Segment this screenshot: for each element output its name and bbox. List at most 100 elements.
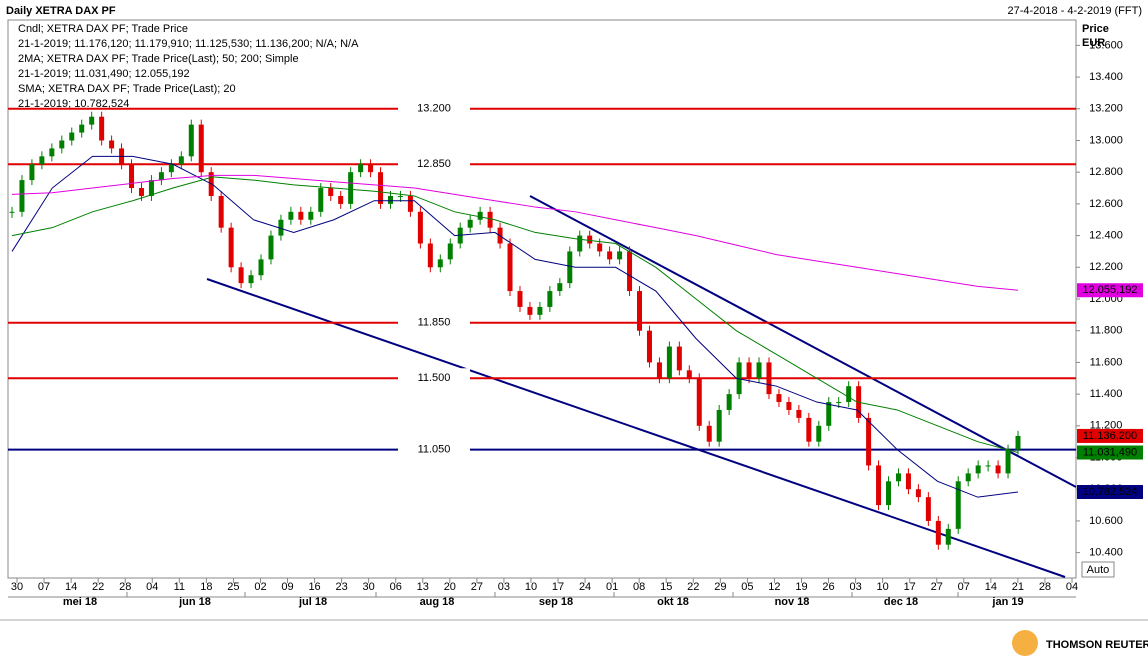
x-tick-label: 04 [1066, 581, 1078, 593]
candle [158, 172, 164, 181]
candle [567, 251, 573, 284]
month-label: dec 18 [884, 596, 918, 608]
candle [378, 172, 384, 204]
candle [726, 394, 732, 410]
x-tick-label: 09 [281, 581, 293, 593]
candle [39, 156, 45, 165]
candle [318, 188, 324, 212]
candle [447, 243, 453, 260]
candle [328, 188, 334, 196]
candle [228, 227, 234, 268]
x-tick-label: 10 [525, 581, 537, 593]
legend-entry: 2MA; XETRA DAX PF; Trade Price(Last); 50… [18, 53, 299, 65]
candle [129, 164, 135, 189]
candle [766, 362, 772, 395]
candle [238, 267, 244, 284]
candle [148, 180, 154, 196]
x-tick-label: 01 [606, 581, 618, 593]
candle [407, 195, 413, 212]
candle [945, 528, 951, 545]
candle [467, 219, 473, 228]
candle [168, 164, 174, 173]
candle [985, 465, 991, 467]
legend-entry: SMA; XETRA DAX PF; Trade Price(Last); 20 [18, 83, 236, 95]
x-tick-label: 17 [904, 581, 916, 593]
x-tick-label: 30 [11, 581, 23, 593]
candle [348, 172, 354, 204]
candle [756, 362, 762, 379]
candle [188, 124, 194, 157]
y-tick-label: 10.400 [1089, 547, 1123, 559]
candle [368, 164, 374, 173]
x-tick-label: 27 [931, 581, 943, 593]
candle [517, 291, 523, 307]
candle [646, 330, 652, 363]
candle [527, 306, 533, 315]
candle [587, 235, 593, 244]
month-label: jan 19 [991, 596, 1023, 608]
month-label: okt 18 [657, 596, 689, 608]
y-tick-label: 12.600 [1089, 198, 1123, 210]
moving-average [11, 176, 1019, 454]
candle [487, 211, 493, 228]
candle [387, 195, 393, 204]
chart-title: Daily XETRA DAX PF [6, 5, 116, 17]
candle [965, 473, 971, 482]
auto-button[interactable] [1081, 561, 1115, 578]
candle [557, 283, 563, 292]
candle [417, 211, 423, 244]
x-tick-label: 28 [1039, 581, 1051, 593]
y-tick-label: 13.000 [1089, 134, 1123, 146]
candle [138, 188, 144, 196]
x-tick-label: 06 [390, 581, 402, 593]
candle [29, 164, 35, 181]
x-tick-label: 30 [363, 581, 375, 593]
x-tick-label: 17 [552, 581, 564, 593]
value-box [1077, 484, 1143, 499]
x-tick-label: 07 [958, 581, 970, 593]
y-tick-label: 11.400 [1090, 388, 1123, 400]
candle [268, 235, 274, 260]
candle [69, 132, 75, 141]
candle [218, 195, 224, 228]
x-tick-label: 22 [687, 581, 699, 593]
candle [607, 251, 613, 260]
candle [79, 124, 85, 133]
x-tick-label: 03 [849, 581, 861, 593]
auto-label[interactable]: Auto [1087, 564, 1110, 576]
candle [338, 195, 344, 204]
x-tick-label: 13 [417, 581, 429, 593]
candle [816, 425, 822, 442]
legend-entry: Cndl; XETRA DAX PF; Trade Price [18, 23, 188, 35]
candle [437, 259, 443, 268]
y-tick-label: 12.800 [1089, 166, 1123, 178]
x-tick-label: 02 [254, 581, 266, 593]
value-box-label: 10.782,524 [1082, 486, 1137, 498]
candle [846, 386, 852, 403]
candle [746, 362, 752, 379]
value-box-label: 11.136,200 [1083, 430, 1137, 442]
y-tick-label: 13.400 [1089, 71, 1123, 83]
candle [397, 195, 403, 197]
x-tick-label: 22 [92, 581, 104, 593]
candle [308, 211, 314, 220]
candle [975, 465, 981, 474]
month-label: aug 18 [420, 596, 455, 608]
candle [806, 417, 812, 442]
x-tick-label: 07 [38, 581, 50, 593]
candle [617, 251, 623, 260]
candle [9, 211, 15, 213]
candle [706, 425, 712, 442]
candle [637, 291, 643, 331]
candle [925, 497, 931, 521]
candle [278, 219, 284, 236]
x-tick-label: 11 [174, 581, 185, 593]
value-box-label: 12.055,192 [1082, 284, 1137, 296]
candle [258, 259, 264, 276]
x-tick-label: 25 [227, 581, 239, 593]
value-box [1077, 283, 1143, 298]
candle [736, 362, 742, 395]
candle [248, 275, 254, 284]
level-label-bg [398, 98, 470, 119]
